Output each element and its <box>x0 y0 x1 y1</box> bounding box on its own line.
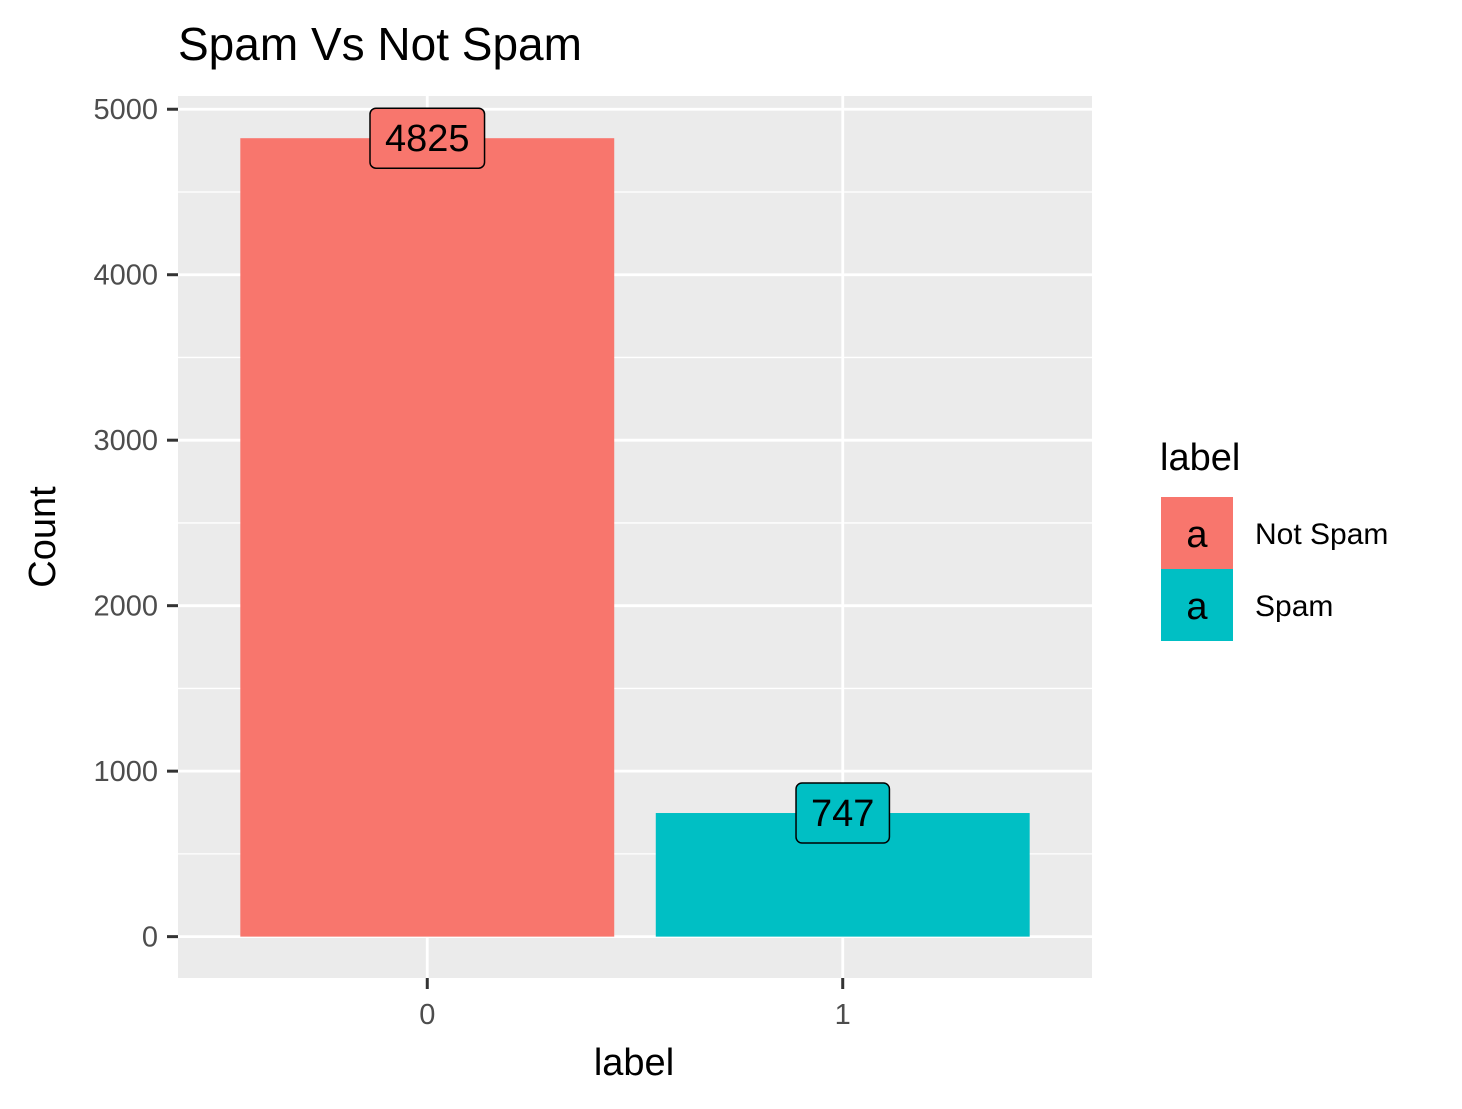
data-label-box <box>795 782 891 844</box>
y-tick-label: 0 <box>142 922 158 954</box>
legend: label a Not Spam a Spam <box>1160 437 1388 641</box>
legend-item: a Not Spam <box>1161 497 1388 569</box>
y-axis-title: Count <box>22 486 64 588</box>
x-axis-title: label <box>594 1042 674 1084</box>
y-tick-label: 5000 <box>93 94 158 126</box>
data-label-box <box>369 107 486 169</box>
y-tick-label: 3000 <box>93 425 158 457</box>
bar-0 <box>240 138 615 937</box>
legend-item: a Spam <box>1161 569 1333 641</box>
x-tick-label: 1 <box>835 999 851 1031</box>
y-tick-label: 4000 <box>93 260 158 292</box>
data-label-text: 4825 <box>385 118 470 160</box>
data-labels: 4825 747 <box>369 107 891 844</box>
data-label-0: 4825 <box>369 107 486 169</box>
legend-key <box>1161 497 1233 569</box>
data-label-1: 747 <box>795 782 891 844</box>
legend-title: label <box>1160 437 1240 479</box>
x-tick-label: 0 <box>419 999 435 1031</box>
legend-key-glyph: a <box>1186 586 1208 628</box>
y-tick-label: 1000 <box>93 756 158 788</box>
legend-label: Spam <box>1255 590 1333 623</box>
data-label-text: 747 <box>811 793 874 835</box>
legend-label: Not Spam <box>1255 518 1388 551</box>
legend-key-glyph: a <box>1186 514 1208 556</box>
chart-title: Spam Vs Not Spam <box>178 18 582 70</box>
legend-key <box>1161 569 1233 641</box>
y-tick-label: 2000 <box>93 591 158 623</box>
y-axis: 0 1000 2000 3000 4000 5000 <box>93 94 178 954</box>
